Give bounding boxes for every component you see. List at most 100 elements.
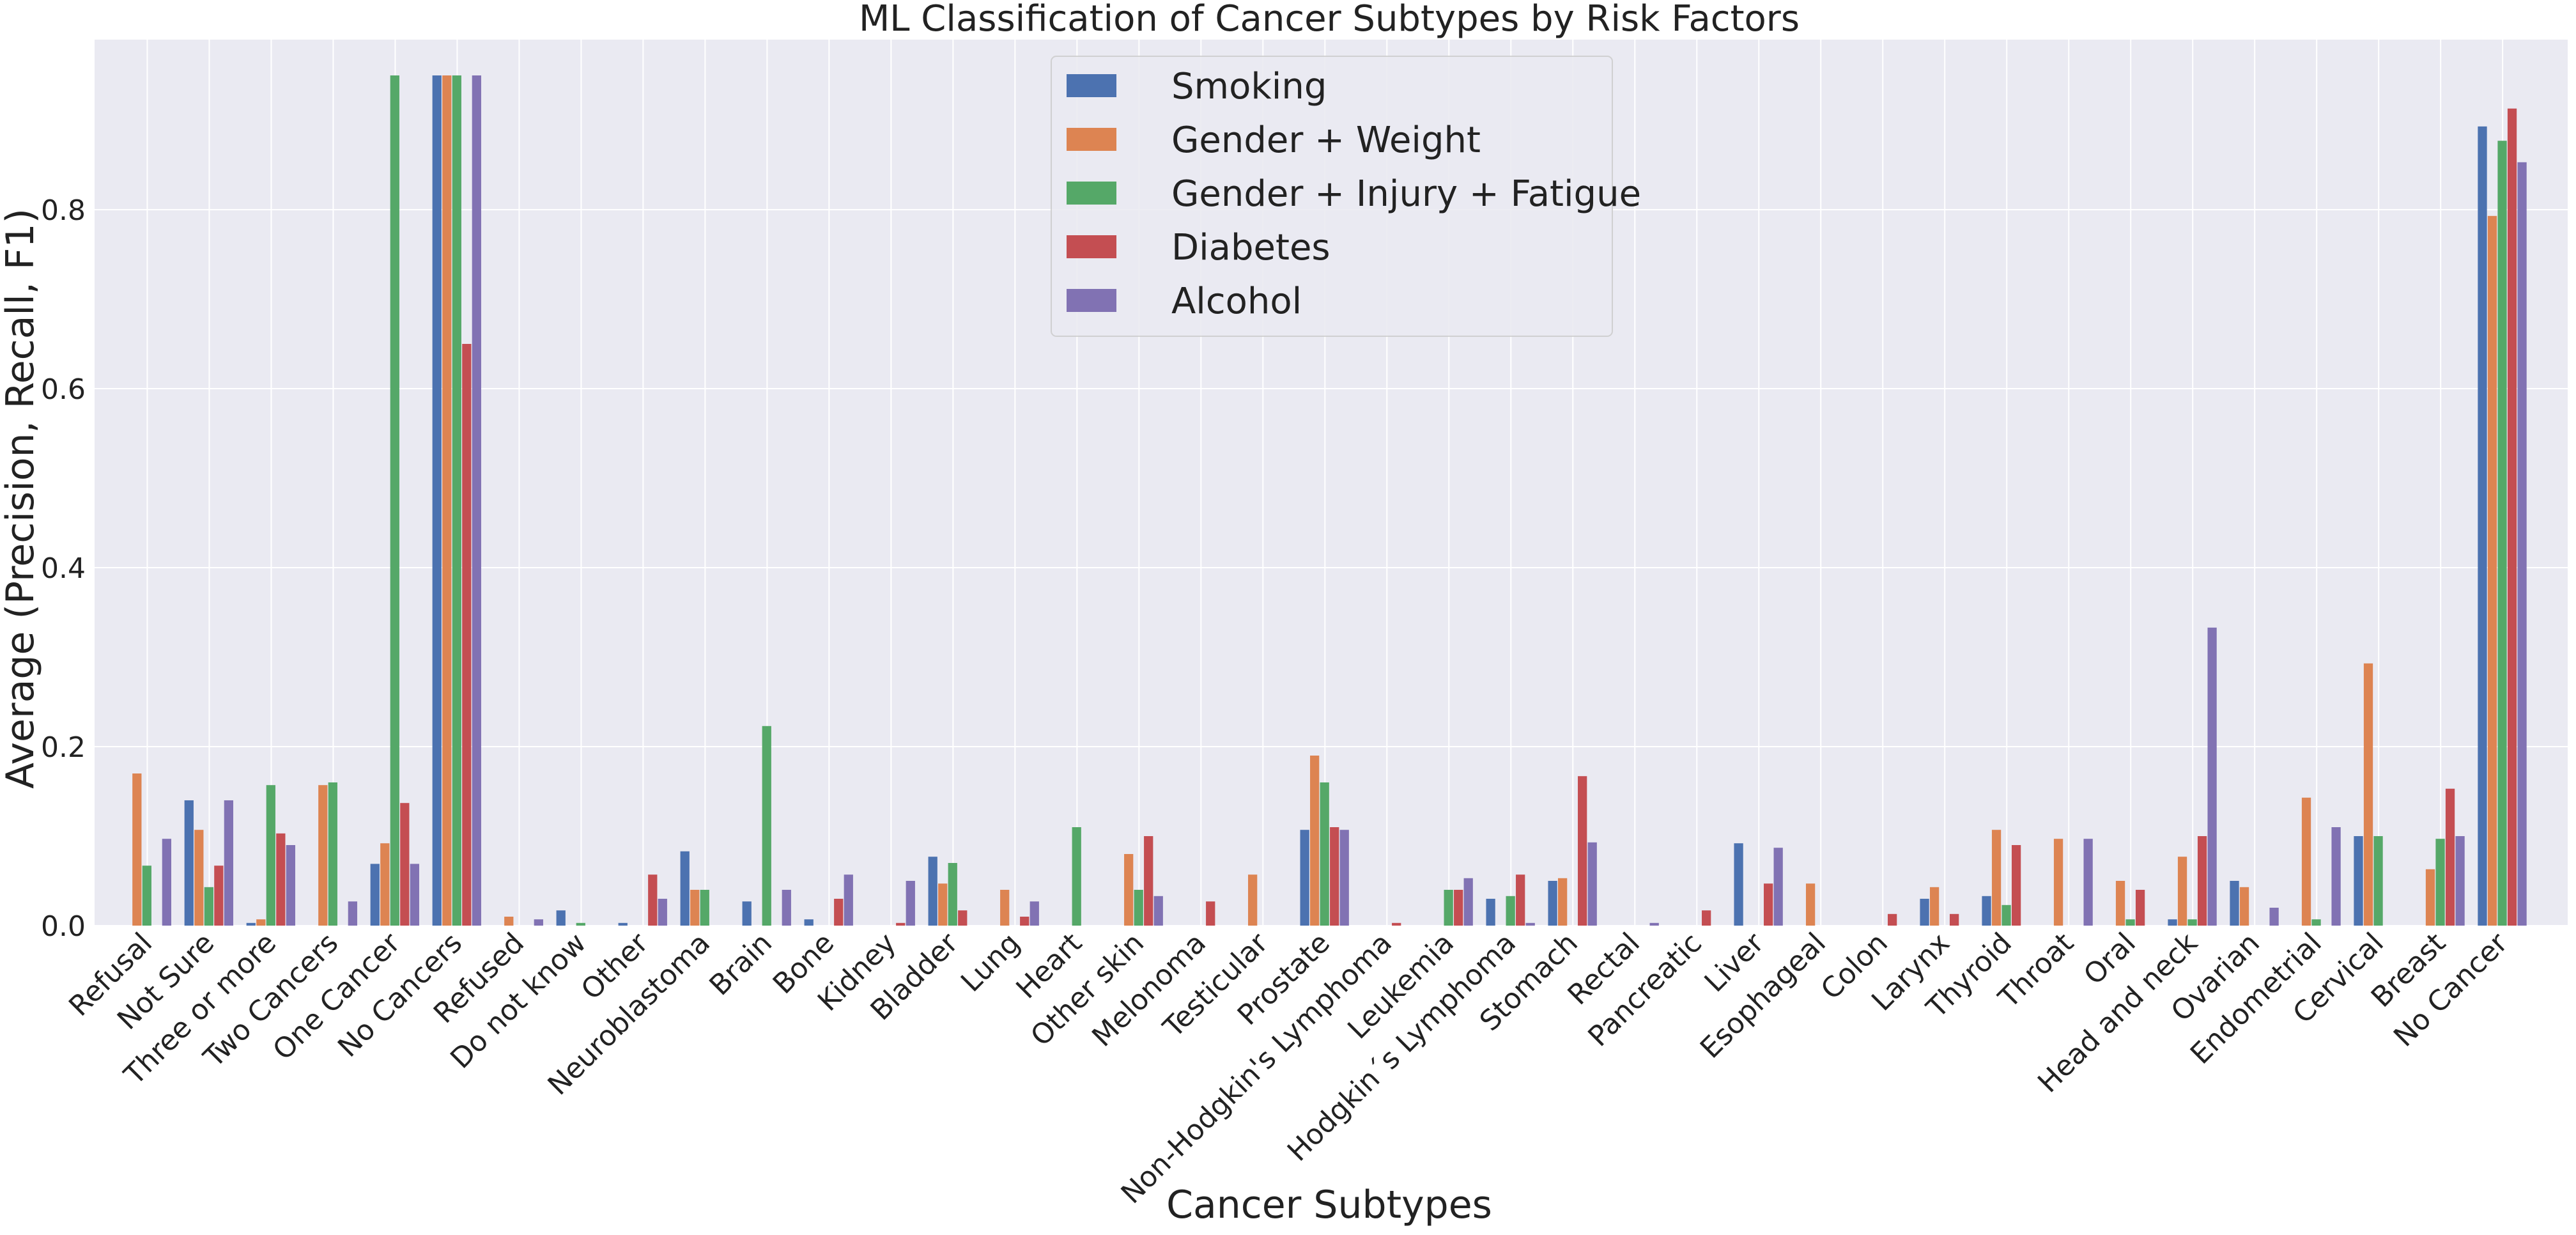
x-tick-label: Brain <box>704 927 779 1002</box>
bar-diabetes <box>1578 776 1587 926</box>
bar-diabetes <box>1020 917 1030 926</box>
bar-gender-injury-fatigue <box>948 863 957 926</box>
bar-alcohol <box>2517 162 2527 926</box>
bar-gender-weight <box>1929 887 1940 926</box>
bar-alcohol <box>1339 830 1349 926</box>
bar-gender-injury-fatigue <box>1072 827 1081 926</box>
bar-smoking <box>2478 126 2487 926</box>
bar-gender-weight <box>1557 878 1568 926</box>
bar-gender-injury-fatigue <box>452 75 461 926</box>
bar-alcohol <box>224 800 233 926</box>
legend-swatch <box>1067 289 1116 312</box>
bar-gender-weight <box>2239 887 2249 926</box>
bar-alcohol <box>782 890 791 926</box>
bar-diabetes <box>1764 883 1773 926</box>
bar-alcohol <box>2331 827 2341 926</box>
bar-smoking <box>1486 899 1495 926</box>
bar-gender-injury-fatigue <box>576 922 585 926</box>
bar-diabetes <box>462 344 472 926</box>
bar-diabetes <box>2507 108 2517 926</box>
bar-gender-weight <box>2363 663 2373 926</box>
bar-diabetes <box>214 866 224 926</box>
bar-smoking <box>556 910 566 926</box>
bar-gender-injury-fatigue <box>2187 919 2197 926</box>
bar-smoking <box>1982 896 1991 926</box>
y-axis-label: Average (Precision, Recall, F1) <box>0 208 43 789</box>
bar-gender-weight <box>132 773 142 926</box>
legend-label: Alcohol <box>1171 281 1302 322</box>
bar-alcohol <box>534 919 543 926</box>
bar-alcohol <box>1587 842 1597 926</box>
bar-smoking <box>928 857 937 926</box>
bar-diabetes <box>2135 890 2145 926</box>
legend-swatch <box>1067 182 1116 205</box>
bar-gender-injury-fatigue <box>2497 141 2507 926</box>
bar-gender-injury-fatigue <box>2311 919 2321 926</box>
bar-gender-injury-fatigue <box>2435 839 2445 926</box>
bar-smoking <box>2168 919 2177 926</box>
bar-diabetes <box>1206 901 1215 926</box>
bar-diabetes <box>834 899 844 926</box>
bar-gender-injury-fatigue <box>2001 905 2011 926</box>
bar-gender-weight <box>690 890 700 926</box>
bar-alcohol <box>1030 901 1039 926</box>
bar-alcohol <box>2269 908 2279 926</box>
bar-gender-weight <box>2053 839 2063 926</box>
bar-gender-weight <box>442 75 452 926</box>
bar-diabetes <box>400 803 410 926</box>
bar-smoking <box>618 922 628 926</box>
bar-gender-injury-fatigue <box>700 890 709 926</box>
bar-gender-weight <box>2301 797 2311 926</box>
bar-gender-weight <box>194 830 204 926</box>
bar-diabetes <box>1702 910 1711 926</box>
bar-diabetes <box>1144 836 1153 926</box>
bar-gender-weight <box>1124 854 1134 926</box>
bar-diabetes <box>1454 890 1463 926</box>
bar-alcohol <box>410 864 419 926</box>
bar-diabetes <box>896 922 906 926</box>
bar-diabetes <box>2445 788 2455 926</box>
bar-gender-injury-fatigue <box>390 75 399 926</box>
bar-smoking <box>804 919 814 926</box>
legend-swatch <box>1067 128 1116 151</box>
chart-title: ML Classification of Cancer Subtypes by … <box>859 0 1800 40</box>
bar-alcohol <box>1153 896 1163 926</box>
bar-diabetes <box>1516 874 1525 926</box>
bar-diabetes <box>276 833 286 926</box>
bar-alcohol <box>1463 878 1473 926</box>
bar-gender-injury-fatigue <box>1444 890 1453 926</box>
bar-gender-injury-fatigue <box>204 887 213 926</box>
bar-gender-weight <box>380 843 390 926</box>
legend: Smoking Gender + Weight Gender + Injury + … <box>1051 56 1641 337</box>
bar-alcohol <box>1649 922 1659 926</box>
bar-gender-weight <box>504 917 514 926</box>
bar-smoking <box>1734 843 1743 926</box>
bar-diabetes <box>1392 922 1401 926</box>
bar-gender-weight <box>256 919 266 926</box>
bar-gender-weight <box>1991 830 2001 926</box>
legend-label: Smoking <box>1171 66 1327 107</box>
y-tick-label: 0.8 <box>41 194 86 227</box>
x-axis-label: Cancer Subtypes <box>1166 1183 1492 1227</box>
bar-gender-injury-fatigue <box>328 782 337 926</box>
bar-diabetes <box>648 874 658 926</box>
bar-smoking <box>742 901 752 926</box>
bar-diabetes <box>1887 913 1897 926</box>
bar-gender-weight <box>2425 869 2435 926</box>
bar-smoking <box>432 75 442 926</box>
bar-gender-weight <box>1000 890 1010 926</box>
bar-gender-injury-fatigue <box>266 785 275 926</box>
bar-gender-injury-fatigue <box>1506 896 1515 926</box>
y-tick-labels: 0.0 0.2 0.4 0.6 0.8 <box>41 194 86 943</box>
bar-alcohol <box>162 839 171 926</box>
bar-gender-injury-fatigue <box>1320 782 1329 926</box>
bar-diabetes <box>2011 845 2021 926</box>
bar-smoking <box>370 864 380 926</box>
y-tick-label: 0.0 <box>41 910 86 943</box>
bar-alcohol <box>472 75 481 926</box>
bar-alcohol <box>1525 922 1535 926</box>
bar-smoking <box>246 922 256 926</box>
